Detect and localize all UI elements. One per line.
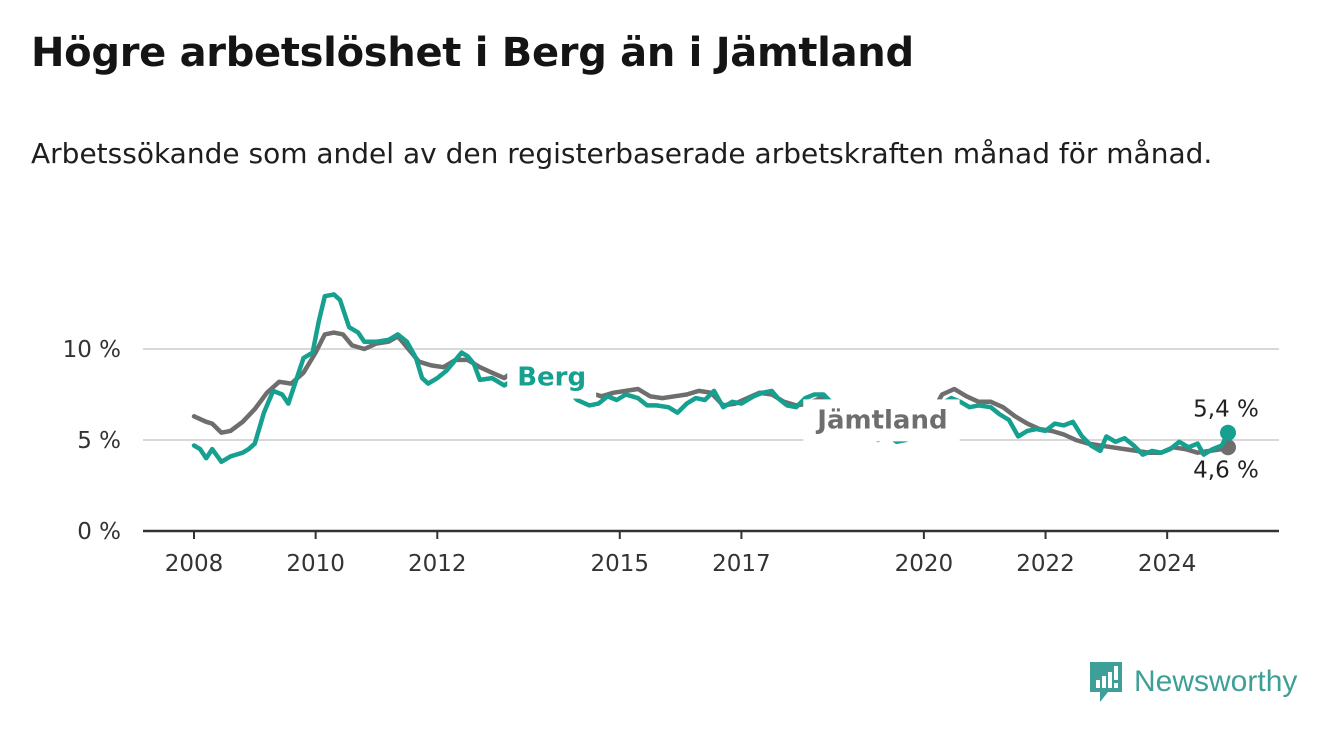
series-endpoint-berg [1220,424,1236,441]
grid-lines [143,348,1279,441]
newsworthy-logo-icon [1090,662,1122,702]
y-tick-label: 10 % [63,337,121,363]
chart-title: Högre arbetslöshet i Berg än i Jämtland [31,30,914,76]
series-label-bg-jmtland [803,399,960,442]
newsworthy-logo: Newsworthy [1088,660,1297,704]
y-axis-ticks: 0 % 5 % 10 % [63,337,121,545]
series-line-berg [191,292,1231,465]
series-label-berg: Berg [517,363,586,393]
x-tick-label: 2015 [590,551,649,577]
end-value-label-berg: 5,4 % [1193,397,1259,423]
x-tick-label: 2010 [286,551,345,577]
y-tick-label: 0 % [77,519,121,545]
x-tick-label: 2017 [712,551,771,577]
x-tick-label: 2022 [1016,551,1075,577]
series-label-jmtland: Jämtland [815,405,947,435]
series-labels: Berg Jämtland 4,6 % 5,4 % [507,356,1259,483]
x-tick-label: 2008 [165,551,224,577]
chart-subtitle: Arbetssökande som andel av den registerb… [31,137,1213,170]
series-label-bg-berg [507,356,597,399]
series-lines [191,292,1236,465]
y-tick-label: 5 % [77,428,121,454]
x-tick-label: 2024 [1138,551,1197,577]
series-line-jmtland [191,330,1231,455]
newsworthy-logo-text: Newsworthy [1134,665,1298,698]
x-tick-label: 2012 [408,551,467,577]
x-axis-ticks: 2008 2010 2012 2015 2017 2020 2022 2024 [165,531,1197,577]
x-tick-label: 2020 [895,551,954,577]
end-value-label-jmtland: 4,6 % [1193,457,1259,483]
